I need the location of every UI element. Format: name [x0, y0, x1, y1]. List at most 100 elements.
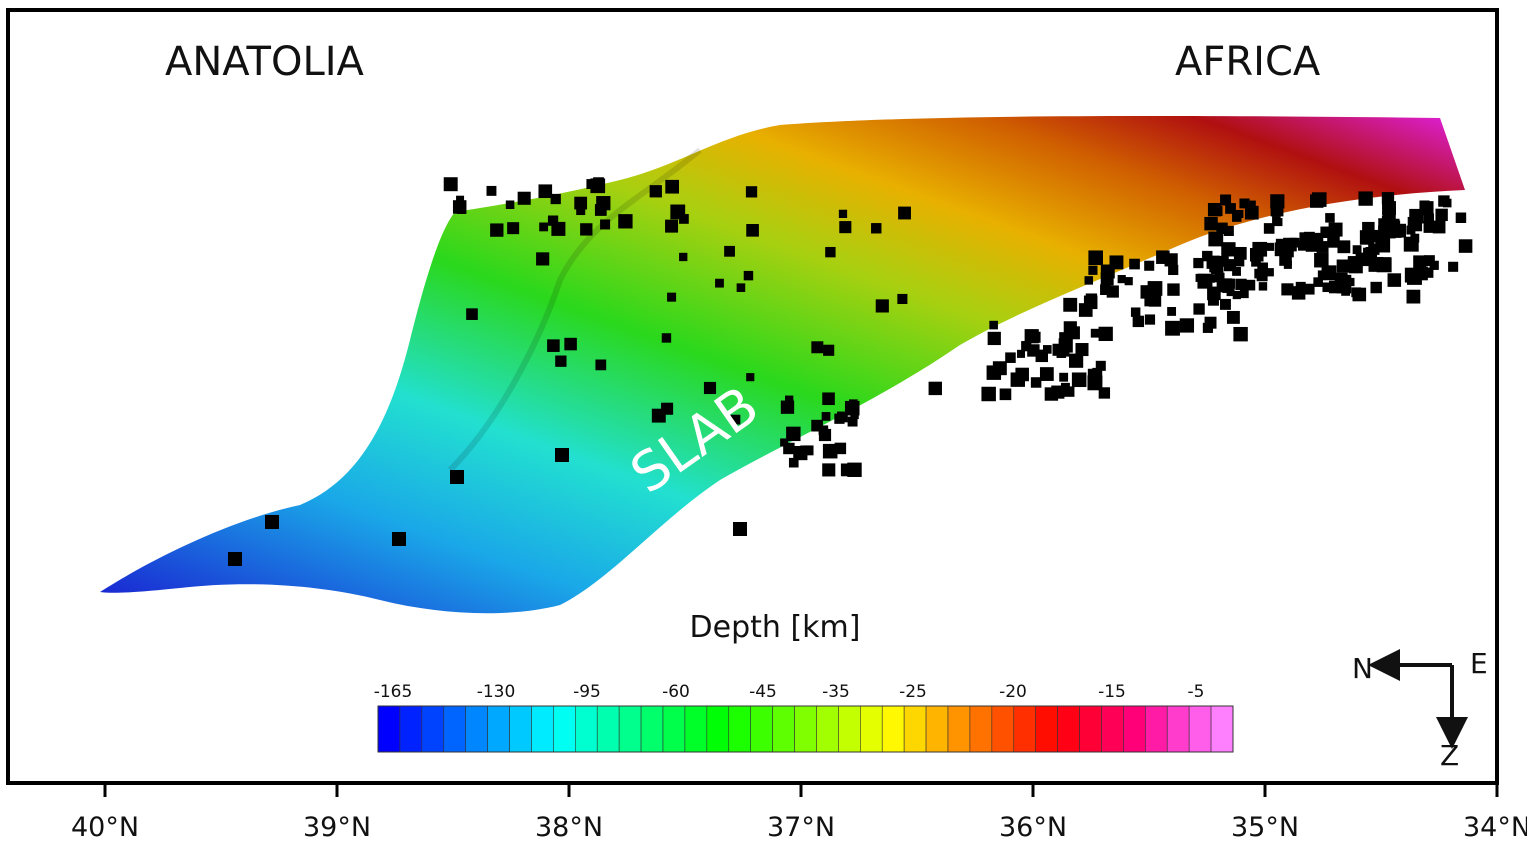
earthquake	[1315, 195, 1327, 207]
compass: N E Z	[1352, 647, 1488, 772]
colorbar-cell	[925, 705, 949, 753]
earthquake	[1386, 218, 1400, 232]
colorbar-tick-label: -25	[899, 682, 927, 702]
region-label: ANATOLIA	[165, 39, 365, 85]
earthquake	[1212, 206, 1223, 216]
earthquake	[1220, 298, 1231, 310]
earthquake	[1144, 260, 1155, 271]
earthquake	[1328, 222, 1343, 237]
frame	[6, 8, 1499, 785]
earthquake	[1313, 277, 1323, 287]
colorbar-cell	[903, 705, 927, 753]
earthquake	[1381, 192, 1395, 205]
earthquake	[1144, 314, 1156, 325]
earthquake	[1270, 194, 1285, 209]
x-tick-label: 35°N	[1231, 812, 1299, 843]
earthquake	[1406, 289, 1421, 304]
colorbar-tick-label: -15	[1098, 682, 1126, 702]
earthquake	[1197, 273, 1213, 289]
earthquake	[1346, 277, 1355, 287]
earthquake	[745, 186, 758, 198]
colorbar-cell	[640, 705, 664, 753]
earthquake	[1059, 332, 1070, 343]
earthquake	[1233, 326, 1248, 342]
colorbar-cell	[969, 705, 993, 753]
earthquake	[1098, 326, 1113, 342]
earthquake	[1322, 282, 1332, 293]
x-tick-label: 39°N	[303, 812, 371, 843]
region-label: AFRICA	[1175, 39, 1321, 85]
colorbar-cell	[377, 705, 401, 753]
earthquake	[1167, 283, 1180, 296]
earthquake	[803, 445, 814, 456]
earthquake	[788, 457, 799, 468]
earthquake	[1352, 245, 1362, 255]
earthquake	[1358, 191, 1373, 206]
colorbar-cell	[772, 705, 795, 753]
colorbar-cell	[947, 705, 971, 753]
colorbar: -165 -130 -95 -60 -45 -35 -25 -20 -15 -5	[374, 682, 1234, 753]
earthquake	[1215, 272, 1225, 283]
earthquake	[1455, 212, 1467, 223]
earthquake	[1095, 360, 1106, 371]
earthquake	[1283, 260, 1292, 269]
earthquake	[1226, 310, 1240, 324]
earthquake	[1030, 377, 1042, 388]
earthquake	[822, 463, 836, 477]
earthquake	[539, 222, 549, 232]
earthquake	[1314, 252, 1329, 268]
colorbar-cell	[1101, 705, 1124, 753]
earthquake	[897, 293, 908, 305]
earthquake	[456, 195, 465, 204]
earthquake	[1257, 262, 1268, 274]
earthquake	[834, 413, 845, 424]
earthquake	[1148, 294, 1162, 307]
colorbar-cell	[553, 705, 576, 753]
earthquake	[746, 224, 759, 237]
colorbar-tick-label: -165	[374, 682, 413, 702]
earthquake	[1328, 280, 1342, 294]
colorbar-cell	[1145, 705, 1168, 753]
earthquake	[1368, 256, 1384, 272]
earthquake	[1281, 283, 1294, 296]
earthquake	[746, 373, 755, 382]
earthquake	[871, 223, 882, 234]
colorbar-cell	[1013, 705, 1036, 753]
earthquake	[1232, 266, 1241, 276]
x-tick-label: 34°N	[1463, 812, 1527, 843]
earthquake	[490, 223, 504, 237]
earthquake	[989, 320, 998, 330]
earthquake	[1083, 295, 1098, 310]
earthquake	[1419, 200, 1430, 211]
earthquake	[679, 252, 688, 262]
slab-surface	[100, 116, 1465, 614]
earthquake	[1060, 382, 1070, 392]
earthquake	[818, 428, 832, 442]
colorbar-cell	[750, 705, 773, 753]
earthquake	[780, 438, 789, 447]
earthquake	[466, 308, 478, 320]
earthquake	[1239, 289, 1249, 299]
colorbar-tick-label: -95	[573, 682, 601, 702]
colorbar-cell	[991, 705, 1015, 753]
earthquake	[1263, 223, 1275, 234]
earthquake	[1216, 222, 1228, 235]
earthquake	[1368, 243, 1380, 255]
earthquake	[1347, 256, 1360, 269]
colorbar-tick-label: -20	[999, 682, 1027, 702]
earthquake	[1266, 242, 1275, 251]
earthquake	[1059, 372, 1069, 382]
earthquake	[228, 552, 242, 566]
earthquake	[1316, 241, 1329, 253]
colorbar-cell	[1210, 705, 1234, 753]
earthquake	[1168, 264, 1179, 276]
earthquake	[1291, 286, 1306, 300]
earthquake	[1435, 208, 1448, 222]
earthquake	[1100, 284, 1111, 296]
earthquake	[838, 209, 848, 218]
earthquake	[1226, 288, 1235, 297]
earthquake	[847, 416, 858, 427]
earthquake	[983, 387, 993, 398]
earthquake	[987, 331, 1001, 346]
